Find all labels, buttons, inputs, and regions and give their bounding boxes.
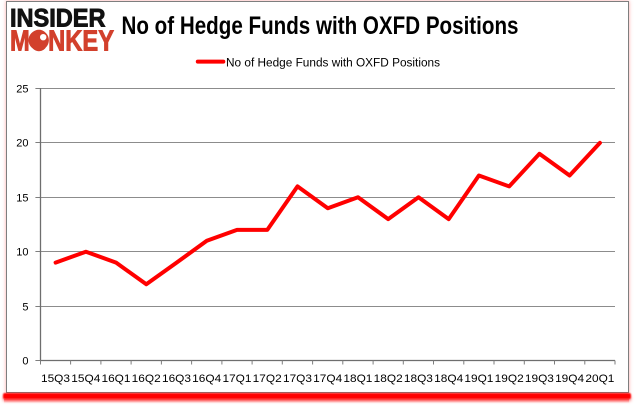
svg-text:17Q1: 17Q1 (223, 373, 252, 385)
svg-text:16Q4: 16Q4 (192, 373, 221, 385)
svg-text:No of Hedge Funds with OXFD Po: No of Hedge Funds with OXFD Positions (122, 12, 519, 40)
svg-text:16Q2: 16Q2 (132, 373, 161, 385)
svg-text:No of Hedge Funds with OXFD Po: No of Hedge Funds with OXFD Positions (226, 56, 440, 70)
svg-text:20: 20 (16, 137, 28, 149)
svg-text:MONKEY: MONKEY (10, 25, 114, 57)
svg-text:17Q4: 17Q4 (313, 373, 342, 385)
svg-text:18Q1: 18Q1 (343, 373, 372, 385)
svg-text:15Q4: 15Q4 (71, 373, 100, 385)
svg-text:INSIDER: INSIDER (10, 5, 106, 33)
svg-text:16Q1: 16Q1 (102, 373, 131, 385)
svg-text:15Q3: 15Q3 (41, 373, 70, 385)
svg-text:19Q3: 19Q3 (525, 373, 554, 385)
svg-text:5: 5 (22, 301, 28, 313)
svg-text:15: 15 (16, 192, 28, 204)
svg-text:17Q3: 17Q3 (283, 373, 312, 385)
svg-text:18Q2: 18Q2 (374, 373, 403, 385)
svg-text:19Q4: 19Q4 (555, 373, 584, 385)
svg-text:16Q3: 16Q3 (162, 373, 191, 385)
svg-text:25: 25 (16, 83, 28, 95)
svg-text:0: 0 (22, 355, 28, 367)
svg-text:20Q1: 20Q1 (585, 373, 614, 385)
svg-text:18Q3: 18Q3 (404, 373, 433, 385)
svg-text:19Q1: 19Q1 (464, 373, 493, 385)
svg-text:17Q2: 17Q2 (253, 373, 282, 385)
svg-text:18Q4: 18Q4 (434, 373, 463, 385)
svg-text:10: 10 (16, 246, 28, 258)
svg-text:19Q2: 19Q2 (495, 373, 524, 385)
